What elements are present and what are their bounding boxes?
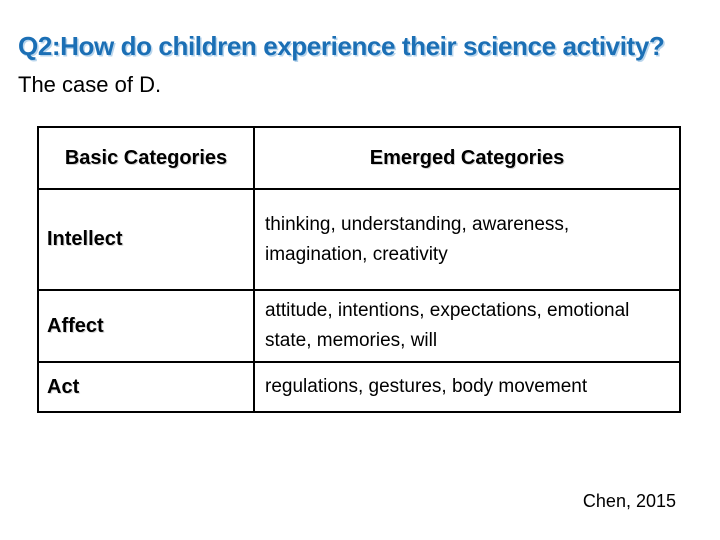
cell-emerged-act: regulations, gestures, body movement xyxy=(253,361,681,413)
cell-basic-intellect: Intellect xyxy=(37,188,255,291)
table-header-row: Basic Categories Emerged Categories xyxy=(37,126,681,190)
cell-basic-act: Act xyxy=(37,361,255,413)
table-row-act: Act regulations, gestures, body movement xyxy=(37,361,681,413)
header-emerged-categories: Emerged Categories xyxy=(253,126,681,190)
cell-emerged-affect: attitude, intentions, expectations, emot… xyxy=(253,289,681,363)
slide-title: Q2:How do children experience their scie… xyxy=(18,31,665,61)
cell-basic-affect: Affect xyxy=(37,289,255,363)
categories-table: Basic Categories Emerged Categories Inte… xyxy=(37,126,681,413)
cell-emerged-intellect: thinking, understanding, awareness, imag… xyxy=(253,188,681,291)
table-row-intellect: Intellect thinking, understanding, aware… xyxy=(37,188,681,291)
slide-subtitle: The case of D. xyxy=(18,72,162,97)
citation: Chen, 2015 xyxy=(582,491,676,511)
table-row-affect: Affect attitude, intentions, expectation… xyxy=(37,289,681,363)
header-basic-categories: Basic Categories xyxy=(37,126,255,190)
